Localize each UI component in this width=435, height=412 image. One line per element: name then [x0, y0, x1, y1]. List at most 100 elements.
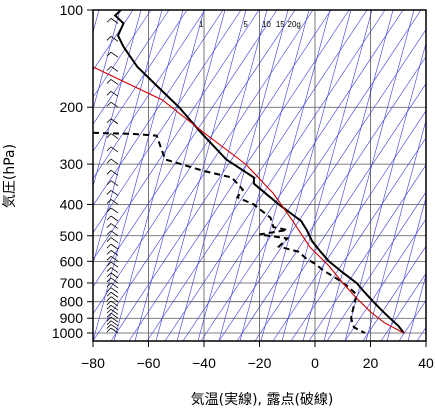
wind-barb-flag — [106, 287, 112, 292]
wind-barb — [110, 261, 119, 268]
y-axis-label: 気圧(hPa) — [2, 144, 18, 208]
wind-barb-flag — [106, 36, 112, 41]
wind-barb-flag — [106, 237, 112, 242]
wind-barb-flag — [106, 272, 112, 278]
wind-barb-flag — [106, 282, 112, 288]
dry-adiabat — [93, 10, 314, 341]
skewed-isotherm — [239, 10, 331, 341]
wind-barb-flag — [106, 230, 112, 236]
wind-barb-flag — [106, 300, 112, 306]
wind-barb — [110, 277, 119, 284]
wind-barb-flag — [106, 133, 112, 138]
wind-barb — [110, 158, 119, 165]
wind-barb-flag — [106, 296, 112, 301]
x-tick-label: 20 — [363, 355, 379, 371]
wind-barb — [110, 207, 119, 214]
dry-adiabat — [272, 110, 426, 341]
dry-adiabat — [93, 10, 134, 71]
dry-adiabat — [93, 10, 188, 152]
y-tick-label: 200 — [60, 99, 84, 115]
dry-adiabat — [93, 10, 206, 180]
dry-adiabat — [344, 218, 426, 341]
wind-barb — [110, 237, 119, 243]
y-tick-label: 600 — [60, 253, 84, 269]
wind-barb — [110, 66, 119, 72]
wind-barb — [110, 35, 119, 42]
dry-adiabat — [218, 29, 426, 341]
skewed-isotherm — [365, 119, 426, 341]
skewed-isotherm — [281, 10, 373, 341]
wind-barb-flag — [106, 18, 112, 23]
wind-barb-flag — [106, 267, 112, 272]
wind-barb — [110, 51, 119, 58]
dry-adiabat — [93, 10, 278, 288]
wind-barb-flag — [106, 199, 112, 204]
wind-barb-flag — [106, 261, 112, 267]
x-tick-label: −60 — [137, 355, 161, 371]
skewed-isotherm — [155, 10, 247, 341]
wind-barb — [110, 146, 119, 153]
reference-curve-line — [93, 66, 405, 334]
dry-adiabat — [182, 10, 404, 341]
wind-barb — [110, 272, 119, 279]
wind-barb — [110, 308, 119, 315]
dry-adiabat — [398, 299, 426, 341]
y-tick-label: 1000 — [52, 325, 83, 341]
skewed-isotherm — [302, 10, 394, 341]
dry-adiabat — [93, 10, 224, 207]
wind-barb — [110, 316, 119, 323]
grid-layer — [93, 10, 426, 341]
wind-barb — [110, 79, 119, 85]
wind-barb-flag — [106, 223, 112, 228]
series-layer — [93, 10, 405, 334]
wind-barb-flag — [106, 101, 112, 107]
wind-barb — [110, 243, 119, 250]
x-tick-label: 0 — [311, 355, 319, 371]
skewed-isotherm — [93, 10, 100, 34]
wind-barb — [110, 312, 119, 319]
skewed-isotherm — [323, 10, 415, 341]
wind-barb — [110, 215, 119, 222]
wind-barb — [110, 190, 119, 196]
wind-barb-flag — [106, 118, 112, 124]
wind-barb — [110, 90, 119, 97]
dry-adiabat — [380, 272, 426, 341]
dry-adiabat — [236, 56, 426, 341]
mixing-ratio-label: 5 — [243, 20, 248, 29]
skewed-isotherm — [386, 196, 426, 341]
wind-barb — [110, 324, 119, 330]
wind-barb-flag — [106, 256, 112, 261]
dewpoint-line — [93, 131, 366, 334]
skewed-isotherm — [197, 10, 289, 341]
wind-barb — [110, 230, 119, 237]
wind-barb — [110, 291, 119, 298]
wind-barb — [110, 300, 119, 307]
wind-barb-flag — [106, 66, 112, 71]
isotherm-lines — [93, 10, 426, 341]
mixing-ratio-label: 20g — [288, 20, 301, 29]
x-tick-label: −40 — [192, 355, 216, 371]
dry-adiabat — [93, 10, 242, 234]
dry-adiabat — [164, 10, 386, 341]
wind-barb — [110, 250, 119, 256]
wind-barb — [110, 256, 119, 262]
skewed-isotherm — [113, 10, 205, 341]
wind-barb-flag — [106, 158, 112, 164]
wind-barb — [110, 199, 119, 205]
x-tick-label: −80 — [81, 355, 105, 371]
mixing-ratio-labels: 1 5 10 15 20g — [199, 20, 301, 29]
wind-barb-flag — [106, 291, 112, 297]
y-tick-label: 500 — [60, 228, 84, 244]
y-tick-label: 900 — [60, 310, 84, 326]
wind-barb — [110, 170, 119, 176]
skewed-isotherm — [260, 10, 352, 341]
x-tick-label: 40 — [418, 355, 434, 371]
wind-barb — [110, 282, 119, 289]
wind-barb — [110, 180, 119, 187]
wind-barb-flag — [106, 327, 112, 333]
dry-adiabat — [93, 10, 260, 261]
wind-barb — [110, 133, 119, 139]
